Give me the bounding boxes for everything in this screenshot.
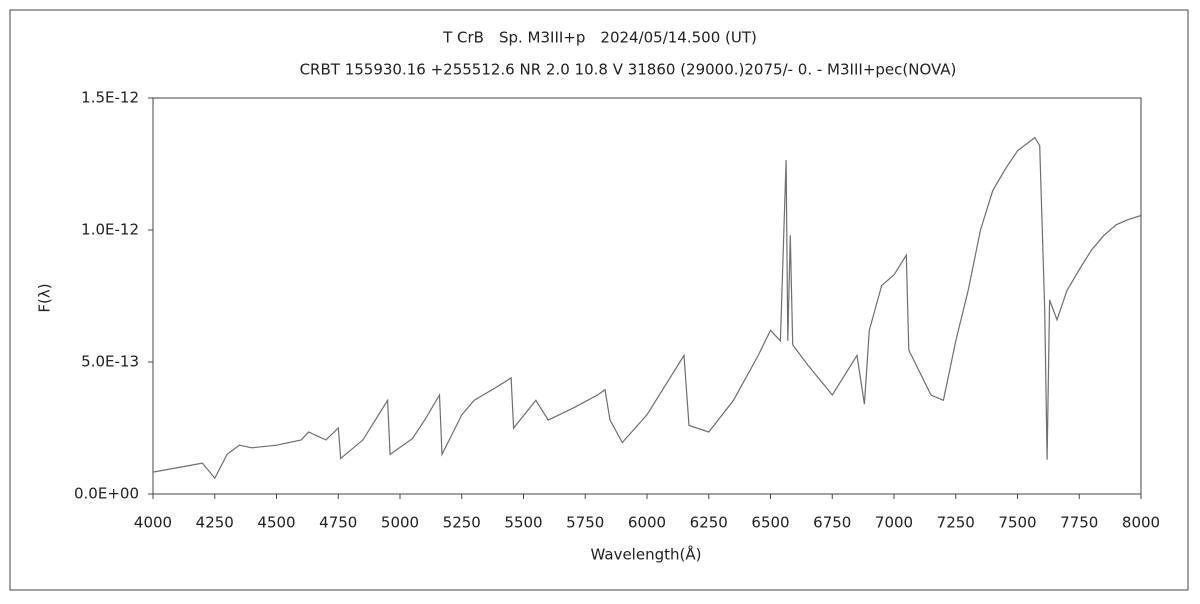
x-tick-label: 7250 bbox=[937, 514, 975, 532]
x-tick-label: 4000 bbox=[134, 514, 172, 532]
x-axis-label: Wavelength(Å) bbox=[591, 545, 702, 564]
x-tick-label: 6000 bbox=[628, 514, 666, 532]
x-tick-label: 5750 bbox=[566, 514, 604, 532]
x-tick-label: 7000 bbox=[875, 514, 913, 532]
spectrum-line bbox=[152, 136, 1142, 480]
x-tick-label: 5500 bbox=[504, 514, 542, 532]
y-axis-label: F(λ) bbox=[36, 283, 54, 312]
x-tick-label: 4250 bbox=[196, 514, 234, 532]
x-tick-label: 6750 bbox=[813, 514, 851, 532]
x-tick-label: 6500 bbox=[751, 514, 789, 532]
y-tick-label: 1.5E-12 bbox=[81, 89, 139, 107]
x-tick-label: 7500 bbox=[998, 514, 1036, 532]
x-tick-label: 5000 bbox=[381, 514, 419, 532]
y-tick-label: 0.0E+00 bbox=[74, 485, 139, 503]
x-tick-label: 7750 bbox=[1060, 514, 1098, 532]
x-tick-label: 5250 bbox=[443, 514, 481, 532]
y-tick-label: 5.0E-13 bbox=[81, 353, 139, 371]
chart-title: T CrB Sp. M3III+p 2024/05/14.500 (UT) bbox=[442, 29, 757, 47]
x-tick-label: 4750 bbox=[319, 514, 357, 532]
x-tick-label: 8000 bbox=[1122, 514, 1160, 532]
y-tick-label: 1.0E-12 bbox=[81, 221, 139, 239]
frame bbox=[9, 9, 1189, 591]
chart-subtitle: CRBT 155930.16 +255512.6 NR 2.0 10.8 V 3… bbox=[300, 61, 957, 79]
x-tick-label: 4500 bbox=[257, 514, 295, 532]
x-tick-label: 6250 bbox=[690, 514, 728, 532]
